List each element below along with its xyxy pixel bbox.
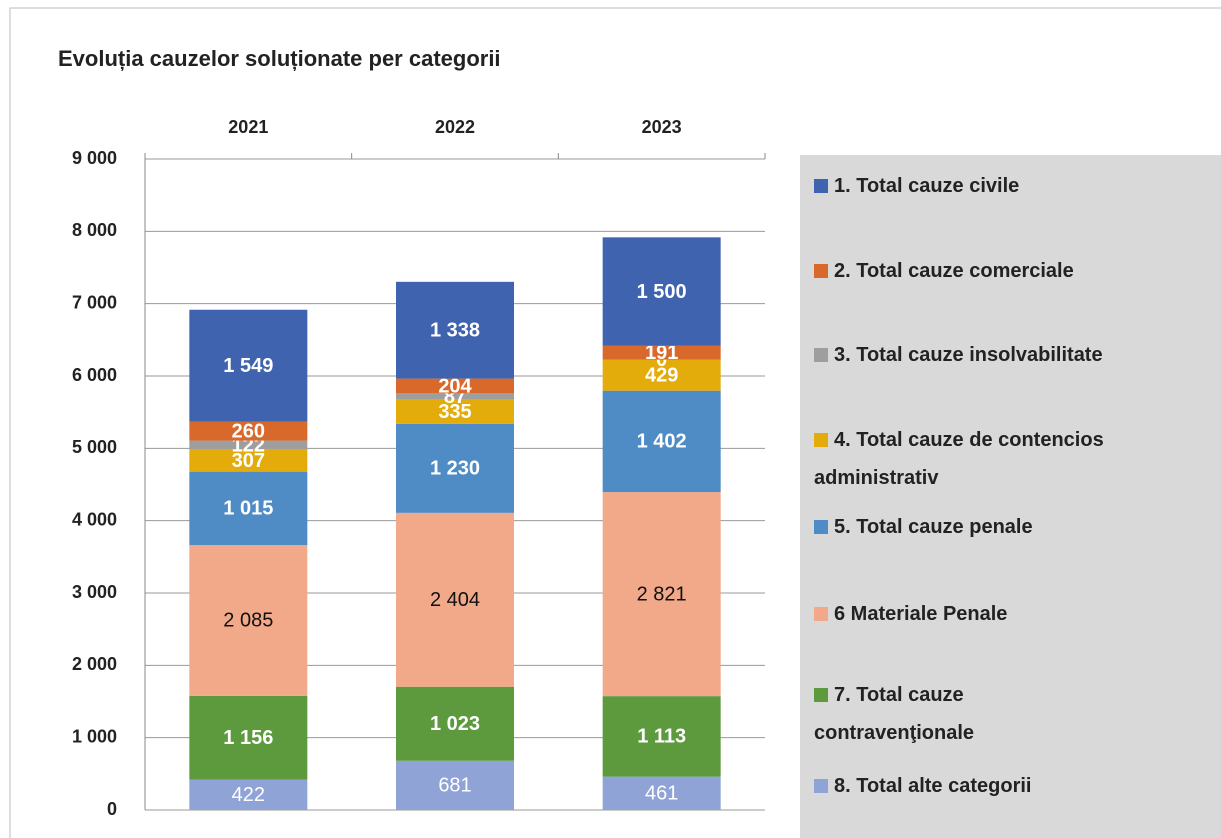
bar-segment [396, 399, 514, 424]
y-tick-label: 3 000 [72, 582, 117, 602]
chart-title: Evoluția cauzelor soluționate per catego… [58, 46, 501, 71]
data-label: 191 [645, 342, 678, 364]
bar-segment [189, 695, 308, 780]
data-label: 1 156 [223, 727, 273, 749]
data-label: 1 023 [430, 713, 480, 735]
legend-swatch [814, 607, 828, 621]
bar-segment [602, 492, 721, 697]
data-label: 1 402 [637, 431, 687, 453]
x-tick-label: 2022 [435, 117, 475, 137]
y-tick-label: 6 000 [72, 365, 117, 385]
y-tick-label: 8 000 [72, 220, 117, 240]
data-label: 2 085 [223, 610, 273, 632]
legend: 1. Total cauze civile 2. Total cauze come… [800, 155, 1221, 838]
data-label: 2 821 [637, 583, 687, 605]
data-label: 461 [645, 783, 678, 805]
data-label: 204 [438, 375, 472, 397]
data-label: 1 230 [430, 458, 480, 480]
legend-swatch [814, 688, 828, 702]
legend-label: 8. Total alte categorii [834, 775, 1032, 797]
legend-swatch [814, 779, 828, 793]
bar-segment [602, 345, 721, 360]
bar-segment [189, 449, 308, 472]
legend-item: 2. Total cauze comerciale [814, 252, 1214, 290]
legend-label: 1. Total cauze civile [834, 175, 1020, 197]
bar-segment [602, 776, 721, 810]
y-tick-label: 4 000 [72, 509, 117, 529]
legend-label: 3. Total cauze insolvabilitate [834, 344, 1103, 366]
legend-item: 8. Total alte categorii [814, 767, 1214, 805]
y-tick-label: 0 [107, 799, 117, 819]
bar-segment [189, 309, 308, 422]
bar-segment [602, 359, 721, 391]
data-label: 335 [438, 401, 471, 423]
data-label: 1 500 [637, 281, 687, 303]
data-label: 429 [645, 364, 678, 386]
x-tick-label: 2023 [642, 117, 682, 137]
data-label: 1 015 [223, 498, 273, 520]
bar-segment [602, 390, 721, 493]
legend-swatch [814, 433, 828, 447]
data-label: 1 338 [430, 319, 480, 341]
bar-segment [602, 237, 721, 346]
bar-segment [189, 471, 308, 546]
legend-swatch [814, 179, 828, 193]
bar-segment [396, 760, 514, 810]
legend-label: 2. Total cauze comerciale [834, 260, 1074, 282]
bar-segment [602, 696, 721, 777]
data-label: 422 [232, 784, 265, 806]
legend-item: 7. Total cauze contravenţionale [814, 676, 1114, 752]
y-tick-label: 7 000 [72, 292, 117, 312]
legend-item: 1. Total cauze civile [814, 167, 1214, 205]
bar-segment [396, 281, 514, 379]
legend-label: 7. Total cauze contravenţionale [814, 684, 975, 744]
bar-segment [396, 423, 514, 513]
legend-item: 3. Total cauze insolvabilitate [814, 336, 1214, 374]
bar-segment [396, 512, 514, 687]
y-tick-label: 9 000 [72, 148, 117, 168]
data-label: 681 [438, 775, 471, 797]
data-label: 0 [656, 349, 667, 371]
data-label: 1 549 [223, 355, 273, 377]
y-tick-label: 1 000 [72, 726, 117, 746]
legend-item: 4. Total cauze de contencios administrat… [814, 421, 1194, 497]
data-label: 307 [232, 450, 265, 472]
data-label: 260 [232, 420, 265, 442]
bar-segment [189, 421, 308, 441]
bar-segment [396, 378, 514, 394]
x-tick-label: 2021 [228, 117, 268, 137]
bar-segment [189, 779, 308, 810]
legend-label: 5. Total cauze penale [834, 516, 1033, 538]
data-label: 2 404 [430, 589, 480, 611]
legend-item: 6 Materiale Penale [814, 595, 1214, 633]
bar-segment [189, 440, 308, 450]
data-label: 1 113 [637, 726, 686, 748]
y-tick-label: 2 000 [72, 654, 117, 674]
bar-segment [396, 393, 514, 400]
legend-label: 4. Total cauze de contencios administrat… [814, 429, 1104, 489]
legend-item: 5. Total cauze penale [814, 508, 1214, 546]
bar-segment [396, 686, 514, 761]
legend-swatch [814, 520, 828, 534]
y-tick-label: 5 000 [72, 437, 117, 457]
legend-swatch [814, 348, 828, 362]
chart-frame [9, 7, 1221, 838]
bar-segment [189, 545, 308, 696]
legend-label: 6 Materiale Penale [834, 603, 1008, 625]
legend-swatch [814, 264, 828, 278]
